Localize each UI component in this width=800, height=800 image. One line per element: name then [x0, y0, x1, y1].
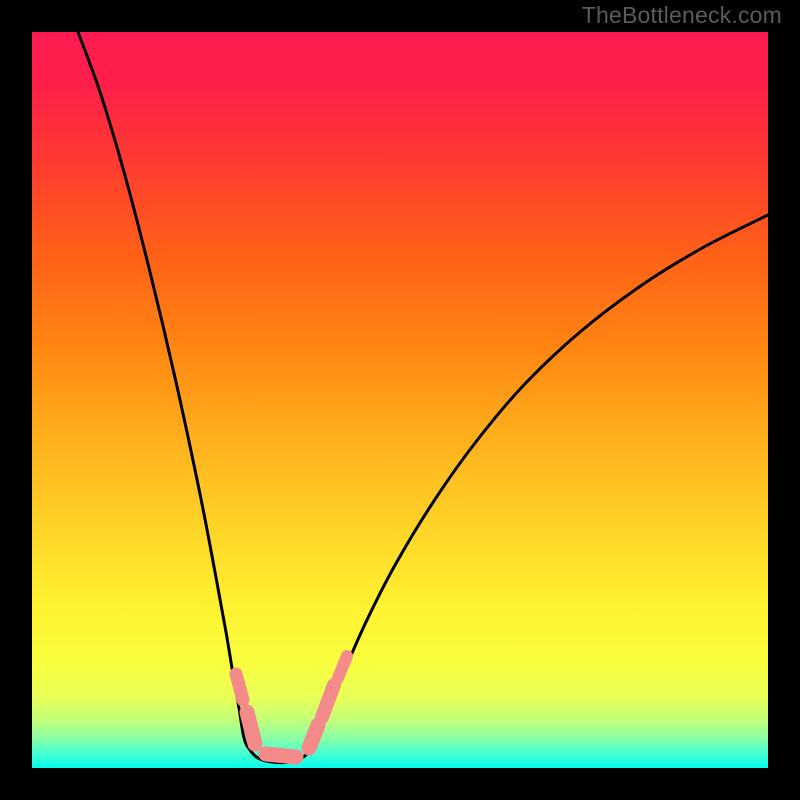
plot-area	[32, 32, 768, 768]
image-root: TheBottleneck.com	[0, 0, 800, 800]
marker-pill	[266, 754, 296, 757]
marker-pill	[247, 712, 255, 744]
marker-pill	[338, 656, 347, 678]
marker-pill	[236, 674, 243, 700]
marker-pill	[309, 725, 318, 748]
watermark-text: TheBottleneck.com	[582, 2, 782, 29]
gradient-background	[32, 32, 768, 768]
plot-svg	[32, 32, 768, 768]
